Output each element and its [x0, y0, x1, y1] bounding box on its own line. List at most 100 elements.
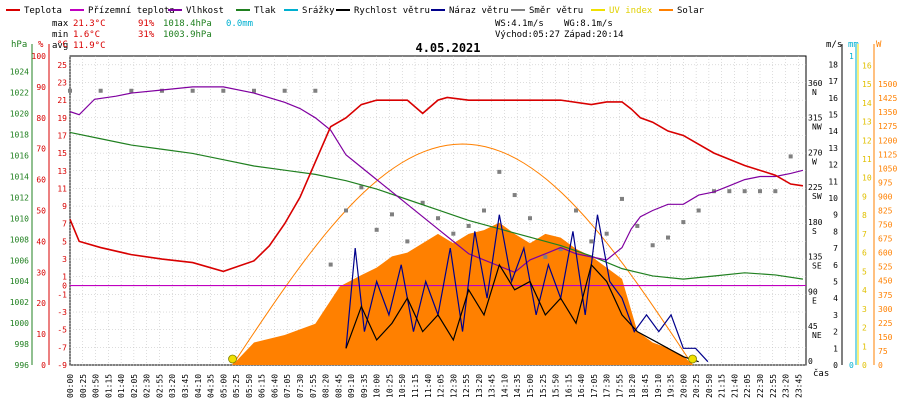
solar-tick-label: 150 [878, 333, 893, 342]
wind-direction-point [313, 88, 318, 93]
humidity-tick-label: 60 [36, 176, 46, 185]
legend-label: Srážky [302, 6, 335, 16]
direction-tick-label: SW [812, 192, 822, 201]
x-axis-label: čas [813, 368, 829, 379]
wind-direction-point [727, 189, 732, 194]
pressure-tick-label: 1000 [10, 319, 29, 328]
wind-direction-point [497, 169, 502, 174]
stats-block: max 21.3°C 91% 1018.4hPa 0.0mm min 1.6°C… [52, 19, 624, 51]
humidity-tick-label: 80 [36, 114, 46, 123]
legend-label: UV index [609, 6, 653, 16]
temp-tick-label: 15 [57, 149, 67, 158]
solar-tick-label: 1425 [878, 94, 897, 103]
stats-avg-label: avg [52, 41, 68, 51]
series-line-vlhkost [69, 86, 804, 273]
wind-tick-label: 11 [828, 177, 838, 186]
uv-tick-label: 3 [862, 305, 867, 314]
wind-direction-point [160, 88, 164, 93]
stats-avg-temp: 11.9°C [73, 41, 106, 51]
stats-max-rain: 0.0mm [226, 19, 253, 29]
solar-tick-label: 825 [878, 207, 893, 216]
legend-label: Rychlost větru [354, 6, 430, 16]
x-tick-label: 21:15 [718, 374, 727, 398]
temp-tick-label: 5 [62, 237, 67, 246]
temp-tick-label: 3 [62, 255, 67, 264]
x-tick-label: 04:10 [194, 374, 203, 398]
direction-tick-label: 315 [808, 114, 823, 123]
solar-tick-label: 525 [878, 263, 893, 272]
x-tick-label: 08:45 [334, 374, 343, 398]
solar-tick-label: 300 [878, 305, 893, 314]
x-tick-label: 02:30 [143, 374, 152, 398]
wind-direction-point [328, 262, 333, 267]
wind-tick-label: 12 [828, 161, 838, 170]
x-tick-label: 19:35 [667, 374, 676, 398]
x-tick-label: 16:15 [564, 374, 573, 398]
legend-label: Tlak [254, 6, 276, 16]
legend-label: Směr větru [529, 6, 583, 16]
wind-direction-point [436, 216, 440, 221]
wind-tick-label: 16 [828, 94, 838, 103]
wind-direction-point [574, 208, 578, 213]
x-tick-label: 19:10 [654, 374, 663, 398]
x-tick-label: 20:50 [705, 374, 714, 398]
x-tick-label: 18:45 [641, 374, 650, 398]
solar-tick-label: 1050 [878, 164, 897, 173]
temp-tick-label: 19 [57, 114, 67, 123]
wind-direction-point [252, 88, 256, 93]
temp-tick-label: 0 [62, 282, 67, 291]
wind-direction-point [451, 231, 456, 236]
legend-label: Teplota [24, 6, 62, 16]
x-tick-label: 00:25 [79, 374, 88, 398]
humidity-tick-label: 100 [32, 52, 47, 61]
stats-min-temp: 1.6°C [73, 30, 100, 40]
x-tick-label: 04:35 [207, 374, 216, 398]
solar-tick-label: 900 [878, 192, 893, 201]
x-tick-label: 01:15 [104, 374, 113, 398]
x-tick-label: 15:00 [526, 374, 535, 398]
x-tick-label: 03:45 [181, 374, 190, 398]
pressure-tick-label: 1016 [10, 152, 29, 161]
humidity-tick-label: 0 [41, 361, 46, 370]
wind-direction-point [405, 239, 410, 244]
direction-tick-label: NE [812, 331, 822, 340]
x-tick-label: 13:20 [475, 374, 484, 398]
x-tick-label: 14:35 [513, 374, 522, 398]
wind-direction-point [344, 208, 348, 213]
humidity-tick-label: 70 [36, 145, 46, 154]
temp-tick-label: 23 [57, 78, 67, 87]
x-tick-label: 14:10 [500, 374, 509, 398]
wind-direction-point [512, 193, 517, 198]
wind-tick-label: 6 [833, 261, 838, 270]
x-tick-label: 17:55 [615, 374, 624, 398]
x-tick-label: 06:40 [270, 374, 279, 398]
wind-tick-label: 15 [828, 110, 838, 119]
direction-tick-label: W [812, 157, 817, 166]
solar-tick-label: 750 [878, 221, 893, 230]
x-tick-label: 02:55 [155, 374, 164, 398]
legend: Teplota Přízemní teplota Vlhkost Tlak Srážky… [6, 6, 705, 16]
wind-direction-point [635, 223, 640, 228]
direction-tick-label: E [812, 296, 817, 305]
wind-tick-label: 7 [833, 244, 838, 253]
uv-index-marker [688, 354, 697, 364]
x-tick-label: 11:15 [411, 374, 420, 398]
pressure-axis-unit: hPa [11, 40, 27, 50]
stats-ws: WS:4.1m/s [495, 19, 544, 29]
axes: 00:00 00:25 00:50 01:15 01:40 02:05 02:30 02:55… [10, 44, 897, 398]
solar-tick-label: 450 [878, 277, 893, 286]
wind-direction-point [650, 243, 655, 248]
stats-max-press: 1018.4hPa [163, 19, 212, 29]
x-tick-label: 10:25 [385, 374, 394, 398]
x-tick-label: 17:05 [590, 374, 599, 398]
temp-tick-label: -5 [57, 326, 67, 335]
stats-min-press: 1003.9hPa [163, 30, 212, 40]
uv-tick-label: 11 [862, 155, 872, 164]
temp-tick-label: -9 [57, 361, 67, 370]
temperature-axis-unit: °C [57, 40, 68, 50]
wind-direction-point [620, 196, 624, 201]
x-tick-label: 03:20 [168, 374, 177, 398]
x-tick-label: 20:00 [679, 374, 688, 398]
solar-tick-label: 1125 [878, 150, 897, 159]
